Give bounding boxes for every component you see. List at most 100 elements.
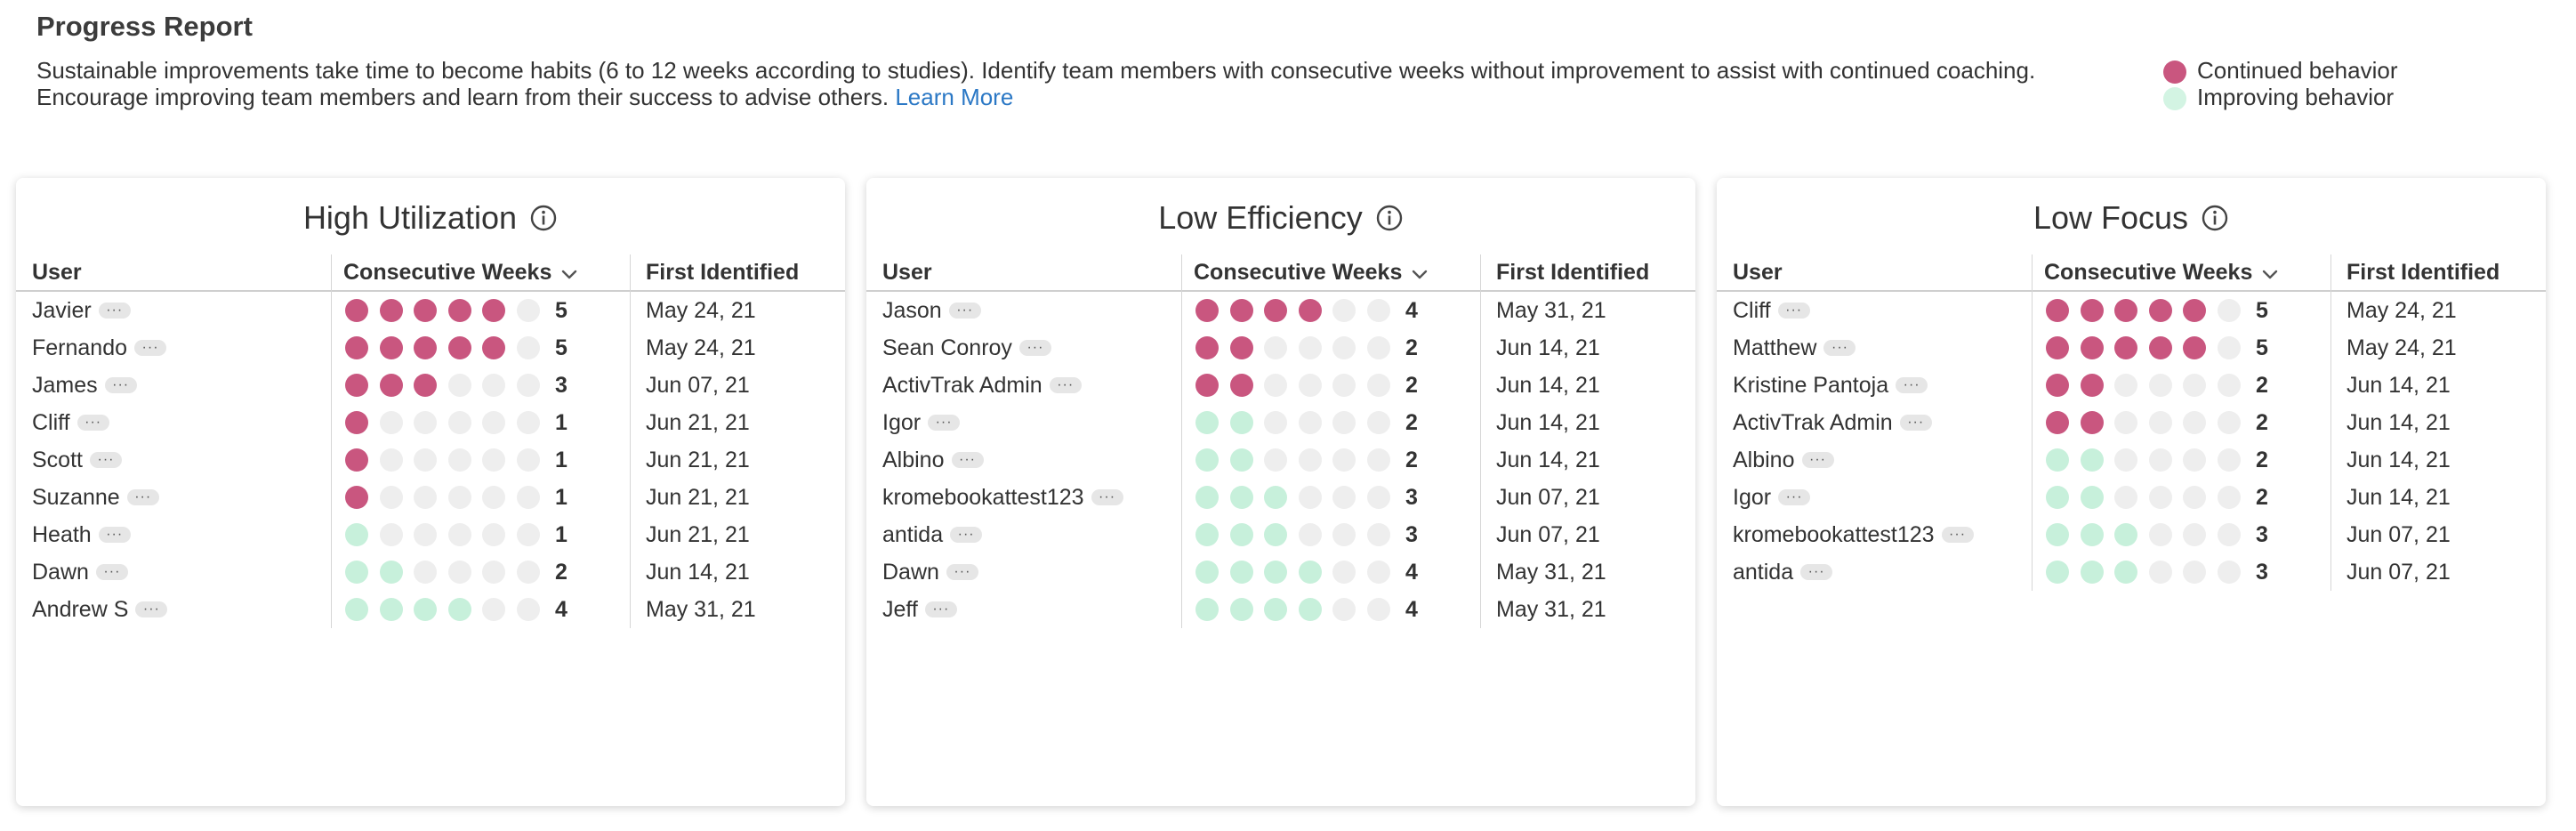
more-options-button[interactable]: ··· — [924, 601, 957, 617]
user-name[interactable]: Igor — [882, 409, 922, 435]
more-options-button[interactable]: ··· — [1777, 303, 1810, 319]
more-options-button[interactable]: ··· — [89, 452, 122, 468]
user-name[interactable]: Cliff — [1733, 297, 1771, 323]
user-cell: Matthew ··· — [1733, 329, 1856, 367]
user-name[interactable]: kromebookattest123 — [1733, 521, 1935, 547]
weeks-count: 2 — [1405, 335, 1418, 360]
info-icon[interactable] — [529, 204, 558, 232]
more-options-button[interactable]: ··· — [1018, 340, 1051, 356]
first-identified-date: Jun 14, 21 — [2347, 409, 2451, 435]
week-dot — [2183, 336, 2206, 359]
weeks-count: 3 — [555, 372, 568, 398]
user-name[interactable]: antida — [882, 521, 944, 547]
user-name[interactable]: Matthew — [1733, 335, 1817, 360]
chevron-down-icon[interactable] — [559, 263, 580, 285]
user-name[interactable]: Fernando — [32, 335, 128, 360]
more-options-button[interactable]: ··· — [1801, 452, 1834, 468]
weeks-dots — [1195, 516, 1401, 553]
user-name[interactable]: Dawn — [882, 559, 939, 585]
user-name[interactable]: Javier — [32, 297, 92, 323]
column-header-user: User — [32, 260, 82, 285]
user-name[interactable]: Heath — [32, 521, 92, 547]
user-name[interactable]: Igor — [1733, 484, 1772, 510]
week-dot — [1366, 374, 1390, 397]
more-options-button[interactable]: ··· — [95, 564, 128, 580]
more-options-button[interactable]: ··· — [98, 303, 131, 319]
first-identified-date: May 31, 21 — [1496, 596, 1606, 622]
weeks-count: 4 — [1405, 297, 1418, 323]
more-options-button[interactable]: ··· — [1800, 564, 1833, 580]
more-options-button[interactable]: ··· — [1896, 377, 1928, 393]
user-cell: ActivTrak Admin ··· — [1733, 404, 1932, 441]
week-dot — [2217, 448, 2241, 472]
table-row: Dawn ··· 4 May 31, 21 — [866, 553, 1695, 591]
week-dot — [1229, 299, 1253, 322]
column-header-consecutive-weeks[interactable]: Consecutive Weeks — [1194, 260, 1403, 285]
week-dot — [2080, 523, 2104, 546]
week-dot — [2114, 374, 2137, 397]
week-dot — [1195, 411, 1219, 434]
week-dot — [1264, 411, 1287, 434]
week-dot — [2080, 374, 2104, 397]
info-icon[interactable] — [2201, 204, 2229, 232]
first-identified-date: May 31, 21 — [646, 596, 756, 622]
weeks-count: 1 — [555, 447, 568, 472]
more-options-button[interactable]: ··· — [1049, 377, 1082, 393]
week-dot — [2183, 561, 2206, 584]
week-dot — [345, 411, 368, 434]
more-options-button[interactable]: ··· — [1091, 489, 1123, 505]
week-dot — [1332, 336, 1356, 359]
week-dot — [447, 523, 471, 546]
weeks-dots — [1195, 479, 1401, 516]
user-name[interactable]: Kristine Pantoja — [1733, 372, 1889, 398]
user-name[interactable]: Jason — [882, 297, 942, 323]
week-dot — [2114, 299, 2137, 322]
column-header-consecutive-weeks[interactable]: Consecutive Weeks — [2044, 260, 2253, 285]
more-options-button[interactable]: ··· — [1778, 489, 1811, 505]
column-header-consecutive-weeks[interactable]: Consecutive Weeks — [343, 260, 552, 285]
learn-more-link[interactable]: Learn More — [895, 84, 1014, 110]
weeks-count: 1 — [555, 484, 568, 510]
user-name[interactable]: Suzanne — [32, 484, 120, 510]
more-options-button[interactable]: ··· — [134, 340, 167, 356]
more-options-button[interactable]: ··· — [1823, 340, 1856, 356]
more-options-button[interactable]: ··· — [1899, 415, 1932, 431]
week-dot — [1298, 448, 1322, 472]
week-dot — [1195, 448, 1219, 472]
improving-dot-icon — [2163, 87, 2186, 110]
user-name[interactable]: ActivTrak Admin — [882, 372, 1042, 398]
weeks-dots — [1195, 553, 1401, 591]
first-identified-date: May 24, 21 — [2347, 335, 2457, 360]
user-name[interactable]: Dawn — [32, 559, 89, 585]
legend-label: Continued behavior — [2197, 56, 2398, 84]
more-options-button[interactable]: ··· — [948, 303, 981, 319]
user-name[interactable]: Jeff — [882, 596, 918, 622]
more-options-button[interactable]: ··· — [104, 377, 137, 393]
week-dot — [1366, 336, 1390, 359]
more-options-button[interactable]: ··· — [950, 527, 983, 543]
user-name[interactable]: Albino — [1733, 447, 1795, 472]
more-options-button[interactable]: ··· — [946, 564, 978, 580]
chevron-down-icon[interactable] — [2259, 263, 2281, 285]
week-dot — [379, 486, 403, 509]
user-name[interactable]: Andrew S — [32, 596, 129, 622]
weeks-count: 4 — [1405, 559, 1418, 585]
user-name[interactable]: antida — [1733, 559, 1794, 585]
info-icon[interactable] — [1375, 204, 1404, 232]
user-name[interactable]: Scott — [32, 447, 83, 472]
user-name[interactable]: ActivTrak Admin — [1733, 409, 1893, 435]
user-name[interactable]: Sean Conroy — [882, 335, 1012, 360]
more-options-button[interactable]: ··· — [76, 415, 109, 431]
column-divider — [331, 254, 332, 628]
more-options-button[interactable]: ··· — [135, 601, 168, 617]
chevron-down-icon[interactable] — [1409, 263, 1430, 285]
more-options-button[interactable]: ··· — [928, 415, 961, 431]
user-name[interactable]: James — [32, 372, 98, 398]
user-name[interactable]: Albino — [882, 447, 945, 472]
more-options-button[interactable]: ··· — [951, 452, 984, 468]
more-options-button[interactable]: ··· — [126, 489, 159, 505]
more-options-button[interactable]: ··· — [98, 527, 131, 543]
more-options-button[interactable]: ··· — [1941, 527, 1974, 543]
user-name[interactable]: Cliff — [32, 409, 70, 435]
user-name[interactable]: kromebookattest123 — [882, 484, 1084, 510]
